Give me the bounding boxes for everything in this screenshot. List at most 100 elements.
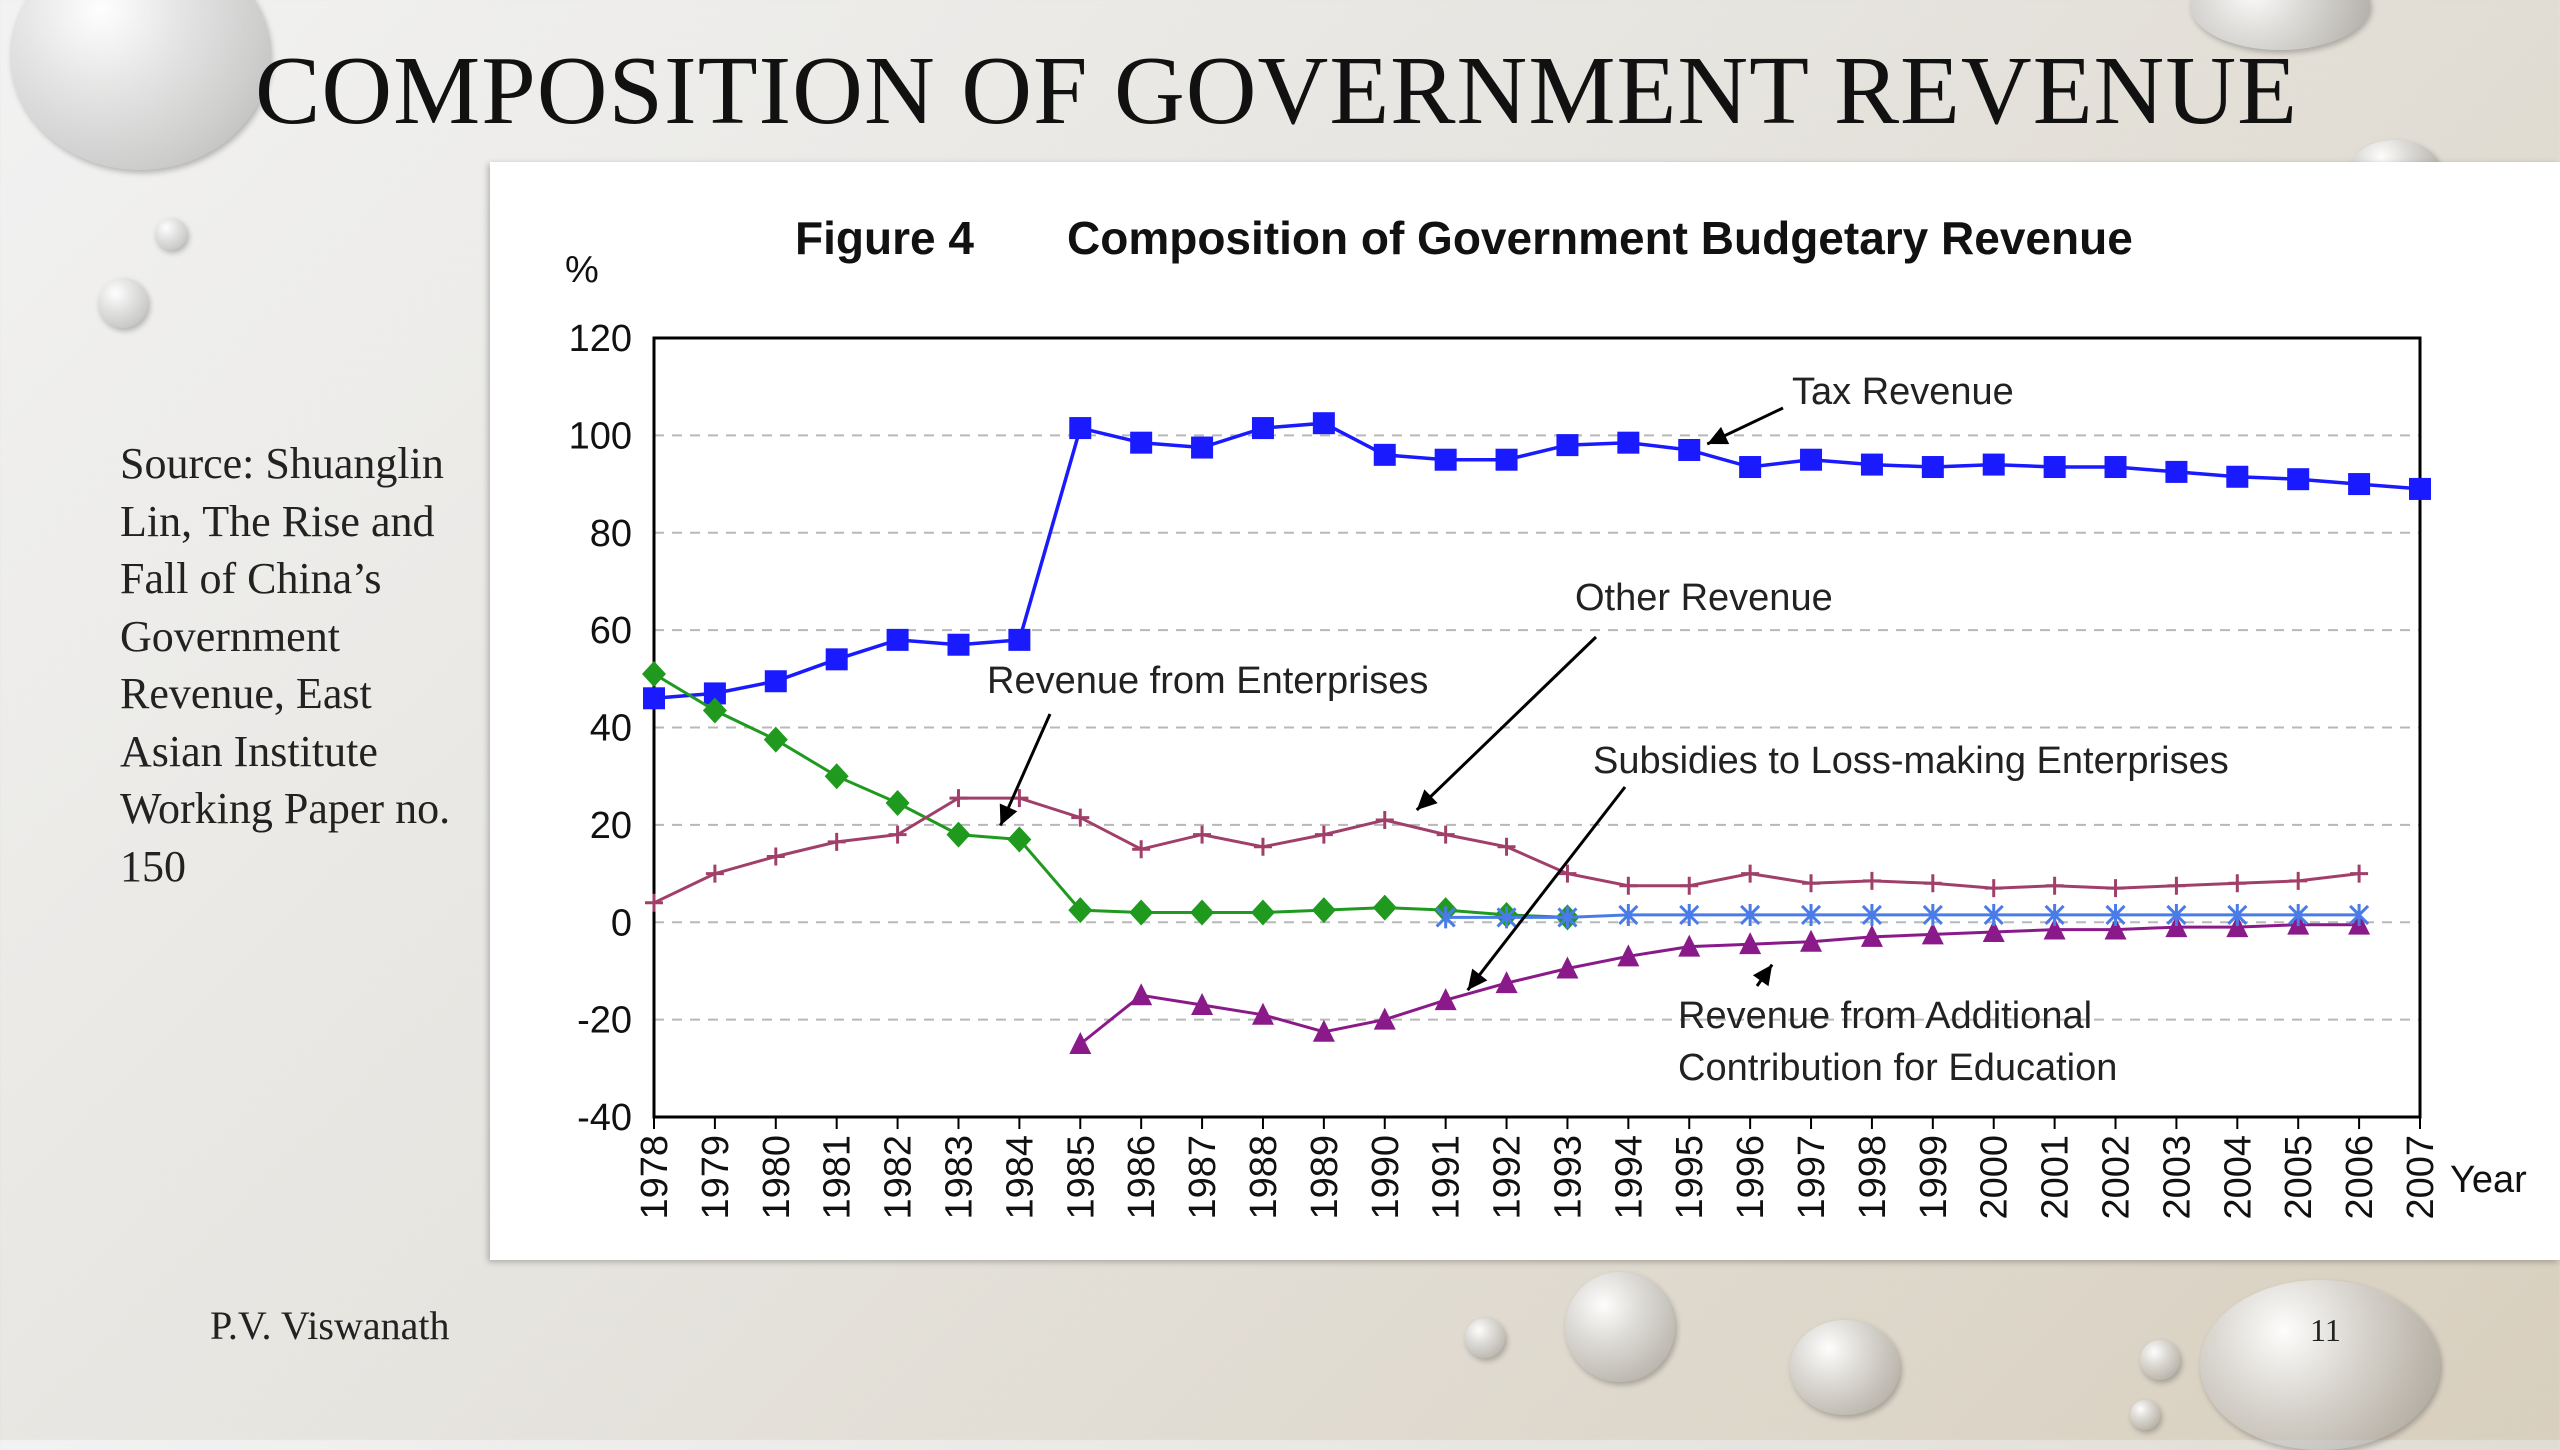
- data-point: [886, 628, 909, 651]
- decorative-drop: [98, 278, 148, 328]
- data-point: [1556, 956, 1579, 979]
- y-tick-label: 60: [590, 610, 632, 652]
- decorative-drop: [2130, 1400, 2160, 1430]
- data-point: [946, 821, 971, 848]
- series-other-revenue: [645, 789, 2369, 912]
- data-point: [1740, 903, 1761, 926]
- data-point: [824, 763, 849, 790]
- annotation-education-line1: Revenue from Additional: [1678, 995, 2092, 1037]
- data-point: [1800, 903, 1822, 926]
- data-point: [1435, 906, 1456, 929]
- data-point: [2289, 871, 2308, 890]
- data-point: [2165, 460, 2188, 483]
- series-tax-revenue: [643, 412, 2431, 710]
- series-line: [1079, 923, 2360, 1046]
- x-tick-label: 2002: [2096, 1135, 2138, 1220]
- decorative-drop: [2200, 1280, 2440, 1450]
- data-point: [1312, 412, 1335, 435]
- y-tick-label: 20: [590, 805, 632, 847]
- series-subsidies-to-loss-making-enterprises: [1069, 912, 2371, 1054]
- data-point: [947, 633, 970, 656]
- data-point: [1922, 903, 1943, 926]
- data-point: [1679, 903, 1700, 926]
- y-tick-label: 100: [569, 415, 632, 457]
- data-point: [825, 648, 848, 671]
- x-tick-label: 1993: [1547, 1135, 1589, 1220]
- data-point: [827, 832, 846, 851]
- x-tick-label: 1987: [1182, 1135, 1224, 1220]
- data-point: [1558, 864, 1577, 883]
- data-point: [2350, 864, 2369, 883]
- data-point: [1556, 434, 1579, 457]
- data-point: [1618, 903, 1639, 926]
- data-point: [1434, 988, 1457, 1011]
- data-point: [764, 670, 787, 693]
- data-point: [1921, 922, 1944, 945]
- y-tick-label: 120: [569, 318, 632, 360]
- data-point: [1982, 453, 2005, 476]
- data-point: [1861, 903, 1882, 926]
- page-number: 11: [2310, 1312, 2341, 1348]
- x-tick-label: 1978: [634, 1135, 676, 1220]
- data-point: [1311, 897, 1336, 924]
- data-point: [2106, 879, 2125, 898]
- data-point: [1130, 983, 1153, 1006]
- data-point: [1068, 897, 1093, 924]
- data-point: [705, 864, 724, 883]
- x-tick-label: 1990: [1365, 1135, 1407, 1220]
- x-tick-label: 2005: [2278, 1135, 2320, 1220]
- x-axis-label: Year: [2450, 1159, 2527, 1201]
- data-point: [1739, 456, 1762, 479]
- annotation-arrowhead: [1416, 789, 1438, 811]
- data-point: [2226, 915, 2249, 938]
- data-point: [1314, 825, 1333, 844]
- source-citation: Source: Shuanglin Lin, The Rise and Fall…: [120, 439, 451, 891]
- series-line: [1445, 913, 2360, 919]
- data-point: [1069, 417, 1092, 440]
- data-point: [1193, 825, 1212, 844]
- data-point: [1678, 934, 1701, 957]
- annotation-arrow: [1466, 786, 1627, 992]
- decorative-drop: [10, 0, 270, 170]
- data-point: [1617, 944, 1640, 967]
- data-point: [1617, 431, 1640, 454]
- plot-area-frame: [652, 336, 2422, 1119]
- data-point: [2104, 917, 2127, 940]
- data-point: [1373, 443, 1396, 466]
- data-point: [702, 697, 727, 724]
- x-tick-label: 1985: [1060, 1135, 1102, 1220]
- chart-title: Composition of Government Budgetary Reve…: [1067, 212, 2133, 264]
- x-tick-label: 2003: [2156, 1135, 2198, 1220]
- x-tick-label: 1999: [1913, 1135, 1955, 1220]
- x-tick-label: 1983: [938, 1135, 980, 1220]
- y-tick-label: -40: [577, 1097, 632, 1139]
- data-point: [949, 789, 968, 808]
- data-point: [1862, 871, 1881, 890]
- data-point: [1372, 894, 1397, 921]
- annotation-arrowhead: [999, 803, 1018, 826]
- data-point: [1557, 906, 1578, 929]
- data-point: [1251, 417, 1274, 440]
- y-tick-label: 80: [590, 513, 632, 555]
- data-point: [888, 825, 907, 844]
- data-point: [703, 682, 726, 705]
- data-point: [1495, 448, 1518, 471]
- chart-panel: Figure 4 Composition of Government Budge…: [490, 162, 2560, 1260]
- series-revenue-from-additional-contribution-for-education: [1435, 903, 2370, 929]
- data-point: [2288, 903, 2309, 926]
- data-point: [1130, 431, 1153, 454]
- data-point: [2166, 903, 2187, 926]
- x-tick-label: 2000: [1974, 1135, 2016, 1220]
- x-tick-label: 1997: [1791, 1135, 1833, 1220]
- slide-title: COMPOSITION OF GOVERNMENT REVENUE: [255, 37, 2298, 145]
- data-point: [1921, 456, 1944, 479]
- data-point: [2105, 903, 2126, 926]
- y-tick-label: -20: [577, 1000, 632, 1042]
- annotation-arrowhead: [1467, 968, 1488, 991]
- data-point: [1191, 436, 1214, 459]
- data-point: [2165, 915, 2188, 938]
- data-point: [1191, 993, 1214, 1016]
- data-point: [1129, 899, 1154, 926]
- data-point: [2043, 456, 2066, 479]
- data-point: [1373, 1007, 1396, 1030]
